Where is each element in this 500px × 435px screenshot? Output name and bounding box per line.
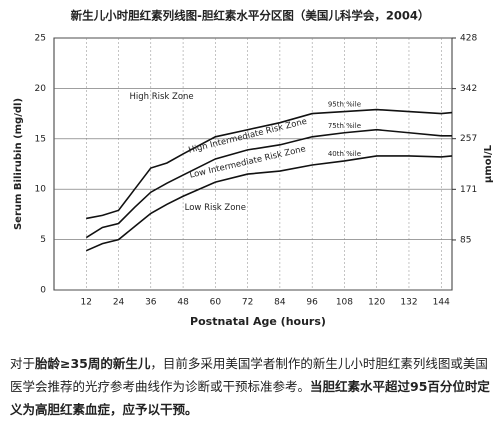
y2-tick-label: 342 [460, 84, 477, 94]
y-tick-label: 20 [35, 84, 47, 94]
x-tick-label: 12 [81, 298, 92, 308]
x-tick-label: 96 [306, 298, 318, 308]
annotation: High Risk Zone [129, 92, 193, 102]
y2-axis-label: μmol/L [483, 144, 494, 183]
caption-text: 当胆红素水平超过95百分位时定义为高胆红素血症，应予以干预。 [10, 379, 490, 417]
series-label: 75th %ile [328, 122, 361, 130]
x-tick-label: 132 [400, 298, 417, 308]
series-line [85, 155, 453, 252]
series-label: 40th %ile [328, 150, 361, 158]
x-tick-label: 120 [368, 298, 385, 308]
series-line [85, 128, 452, 239]
chart: 新生儿小时胆红素列线图-胆红素水平分区图（美国儿科学会，2004） Postna… [13, 9, 494, 329]
y-tick-label: 25 [35, 34, 46, 44]
caption-text: 胎龄≥35周的新生儿 [35, 356, 151, 371]
caption-text: 对于 [10, 356, 36, 371]
y-tick-label: 15 [35, 134, 46, 144]
y2-tick-label: 85 [460, 235, 471, 245]
x-tick-label: 24 [113, 298, 125, 308]
y-tick-label: 0 [40, 286, 46, 296]
y2-tick-label: 428 [460, 34, 477, 44]
x-tick-label: 108 [336, 298, 353, 308]
x-tick-label: 72 [242, 298, 253, 308]
chart-title: 新生儿小时胆红素列线图-胆红素水平分区图（美国儿科学会，2004） [71, 9, 430, 23]
annotation: Low Risk Zone [185, 203, 246, 213]
x-tick-label: 48 [177, 298, 189, 308]
x-tick-label: 36 [145, 298, 157, 308]
y2-tick-label: 171 [460, 185, 477, 195]
plot-area [53, 37, 453, 291]
series-line [86, 108, 453, 220]
x-tick-label: 60 [210, 298, 222, 308]
x-tick-label: 144 [433, 298, 450, 308]
caption: 对于胎龄≥35周的新生儿，目前多采用美国学者制作的新生儿小时胆红素列线图或美国医… [10, 352, 492, 421]
y-axis-label: Serum Bilirubin (mg/dl) [13, 98, 24, 230]
y2-tick-label: 257 [460, 134, 477, 144]
y-tick-label: 10 [35, 185, 47, 195]
x-tick-label: 84 [274, 298, 286, 308]
x-axis-label: Postnatal Age (hours) [190, 315, 326, 328]
caption-text: ，目前多采用美国学者制作的新生儿小时胆红素列线图或美国医学会推荐的光疗参考曲线作… [10, 356, 488, 394]
y-tick-label: 5 [40, 235, 46, 245]
series-label: 95th %ile [328, 101, 361, 109]
